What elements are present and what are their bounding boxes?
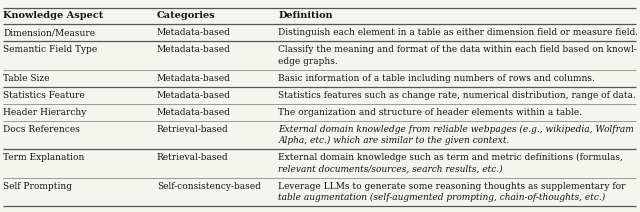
- Text: Metadata-based: Metadata-based: [157, 108, 230, 117]
- Text: Metadata-based: Metadata-based: [157, 45, 230, 54]
- Text: Distinguish each element in a table as either dimension field or measure field.: Distinguish each element in a table as e…: [278, 28, 639, 37]
- Text: Metadata-based: Metadata-based: [157, 74, 230, 83]
- Text: Metadata-based: Metadata-based: [157, 91, 230, 100]
- Text: Basic information of a table including numbers of rows and columns.: Basic information of a table including n…: [278, 74, 595, 83]
- Text: Header Hierarchy: Header Hierarchy: [3, 108, 86, 117]
- Text: Retrieval-based: Retrieval-based: [157, 153, 228, 162]
- Text: Categories: Categories: [157, 11, 216, 21]
- Text: Knowledge Aspect: Knowledge Aspect: [3, 11, 104, 21]
- Text: Dimension/Measure: Dimension/Measure: [3, 28, 95, 37]
- Text: External domain knowledge such as term and metric definitions (formulas,: External domain knowledge such as term a…: [278, 153, 623, 162]
- Text: Definition: Definition: [278, 11, 333, 21]
- Text: Semantic Field Type: Semantic Field Type: [3, 45, 97, 54]
- Text: edge graphs.: edge graphs.: [278, 57, 338, 66]
- Text: The organization and structure of header elements within a table.: The organization and structure of header…: [278, 108, 582, 117]
- Text: relevant documents/sources, search results, etc.): relevant documents/sources, search resul…: [278, 165, 503, 174]
- Text: Table Size: Table Size: [3, 74, 50, 83]
- Text: Classify the meaning and format of the data within each field based on knowl-: Classify the meaning and format of the d…: [278, 45, 637, 54]
- Text: Metadata-based: Metadata-based: [157, 28, 230, 37]
- Text: Statistics Feature: Statistics Feature: [3, 91, 85, 100]
- Text: Docs References: Docs References: [3, 125, 80, 134]
- Text: Retrieval-based: Retrieval-based: [157, 125, 228, 134]
- Text: Alpha, etc.) which are similar to the given context.: Alpha, etc.) which are similar to the gi…: [278, 136, 510, 145]
- Text: Self Prompting: Self Prompting: [3, 182, 72, 191]
- Text: Statistics features such as change rate, numerical distribution, range of data.: Statistics features such as change rate,…: [278, 91, 636, 100]
- Text: Leverage LLMs to generate some reasoning thoughts as supplementary for: Leverage LLMs to generate some reasoning…: [278, 182, 626, 191]
- Text: External domain knowledge from reliable webpages (e.g., wikipedia, Wolfram: External domain knowledge from reliable …: [278, 125, 634, 134]
- Text: Term Explanation: Term Explanation: [3, 153, 84, 162]
- Text: table augmentation (self-augmented prompting, chain-of-thoughts, etc.): table augmentation (self-augmented promp…: [278, 193, 605, 202]
- Text: Self-consistency-based: Self-consistency-based: [157, 182, 260, 191]
